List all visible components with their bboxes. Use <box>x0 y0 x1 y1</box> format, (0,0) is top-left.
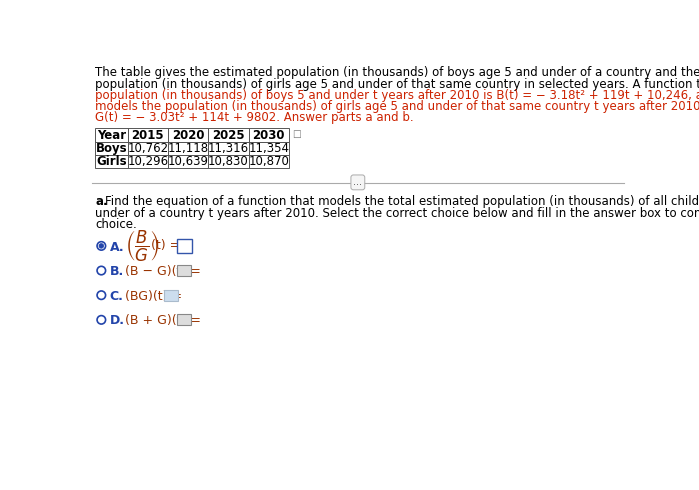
Text: A.: A. <box>110 241 124 253</box>
Text: 11,118: 11,118 <box>168 142 209 155</box>
Bar <box>249 142 289 155</box>
Text: under of a country t years after 2010. Select the correct choice below and fill : under of a country t years after 2010. S… <box>95 207 699 220</box>
Bar <box>95 128 128 142</box>
Text: D.: D. <box>110 315 124 327</box>
Text: Girls: Girls <box>96 155 127 168</box>
Bar <box>168 128 208 142</box>
Text: population (in thousands) of boys 5 and under t years after 2010 is B(t) = − 3.1: population (in thousands) of boys 5 and … <box>95 89 699 102</box>
Text: 2025: 2025 <box>212 128 245 142</box>
Text: 2020: 2020 <box>172 128 204 142</box>
Text: a.: a. <box>95 196 108 208</box>
Text: Year: Year <box>97 128 126 142</box>
Text: (B − G)(t) =: (B − G)(t) = <box>125 265 201 278</box>
Text: Boys: Boys <box>96 142 127 155</box>
Text: G(t) = − 3.03t² + 114t + 9802. Answer parts a and b.: G(t) = − 3.03t² + 114t + 9802. Answer pa… <box>95 111 414 124</box>
Bar <box>177 265 191 276</box>
Text: 2030: 2030 <box>252 128 285 142</box>
Text: ☐: ☐ <box>292 130 301 140</box>
Text: 2015: 2015 <box>131 128 164 142</box>
Text: (BG)(t) =: (BG)(t) = <box>125 290 182 303</box>
Text: 10,296: 10,296 <box>127 155 168 168</box>
Bar <box>95 142 128 155</box>
Text: 11,316: 11,316 <box>208 142 249 155</box>
Bar <box>168 142 208 155</box>
Text: (B + G)(t) =: (B + G)(t) = <box>125 315 201 327</box>
Text: choice.: choice. <box>95 218 137 231</box>
Bar <box>208 128 249 142</box>
Text: 10,830: 10,830 <box>208 155 249 168</box>
Bar <box>208 155 249 168</box>
Text: 10,639: 10,639 <box>168 155 208 168</box>
Bar <box>95 155 128 168</box>
Bar <box>128 155 168 168</box>
Text: (t) =: (t) = <box>151 240 180 252</box>
Text: Find the equation of a function that models the total estimated population (in t: Find the equation of a function that mod… <box>106 196 699 208</box>
Bar <box>164 290 178 300</box>
Bar <box>249 155 289 168</box>
Text: 10,762: 10,762 <box>127 142 168 155</box>
Circle shape <box>99 244 103 248</box>
Text: 10,870: 10,870 <box>248 155 289 168</box>
Text: $\left(\dfrac{B}{G}\right)$: $\left(\dfrac{B}{G}\right)$ <box>125 228 159 264</box>
Text: models the population (in thousands) of girls age 5 and under of that same count: models the population (in thousands) of … <box>95 100 699 113</box>
Bar <box>128 142 168 155</box>
Text: The table gives the estimated population (in thousands) of boys age 5 and under : The table gives the estimated population… <box>95 67 699 79</box>
Text: 11,354: 11,354 <box>248 142 289 155</box>
Text: B.: B. <box>110 265 124 278</box>
Text: population (in thousands) of girls age 5 and under of that same country in selec: population (in thousands) of girls age 5… <box>95 77 699 91</box>
Bar <box>168 155 208 168</box>
Bar <box>249 128 289 142</box>
Bar <box>128 128 168 142</box>
Bar <box>177 239 192 253</box>
Bar <box>208 142 249 155</box>
Text: C.: C. <box>110 290 123 303</box>
Text: ...: ... <box>354 177 362 187</box>
Bar <box>177 315 191 325</box>
